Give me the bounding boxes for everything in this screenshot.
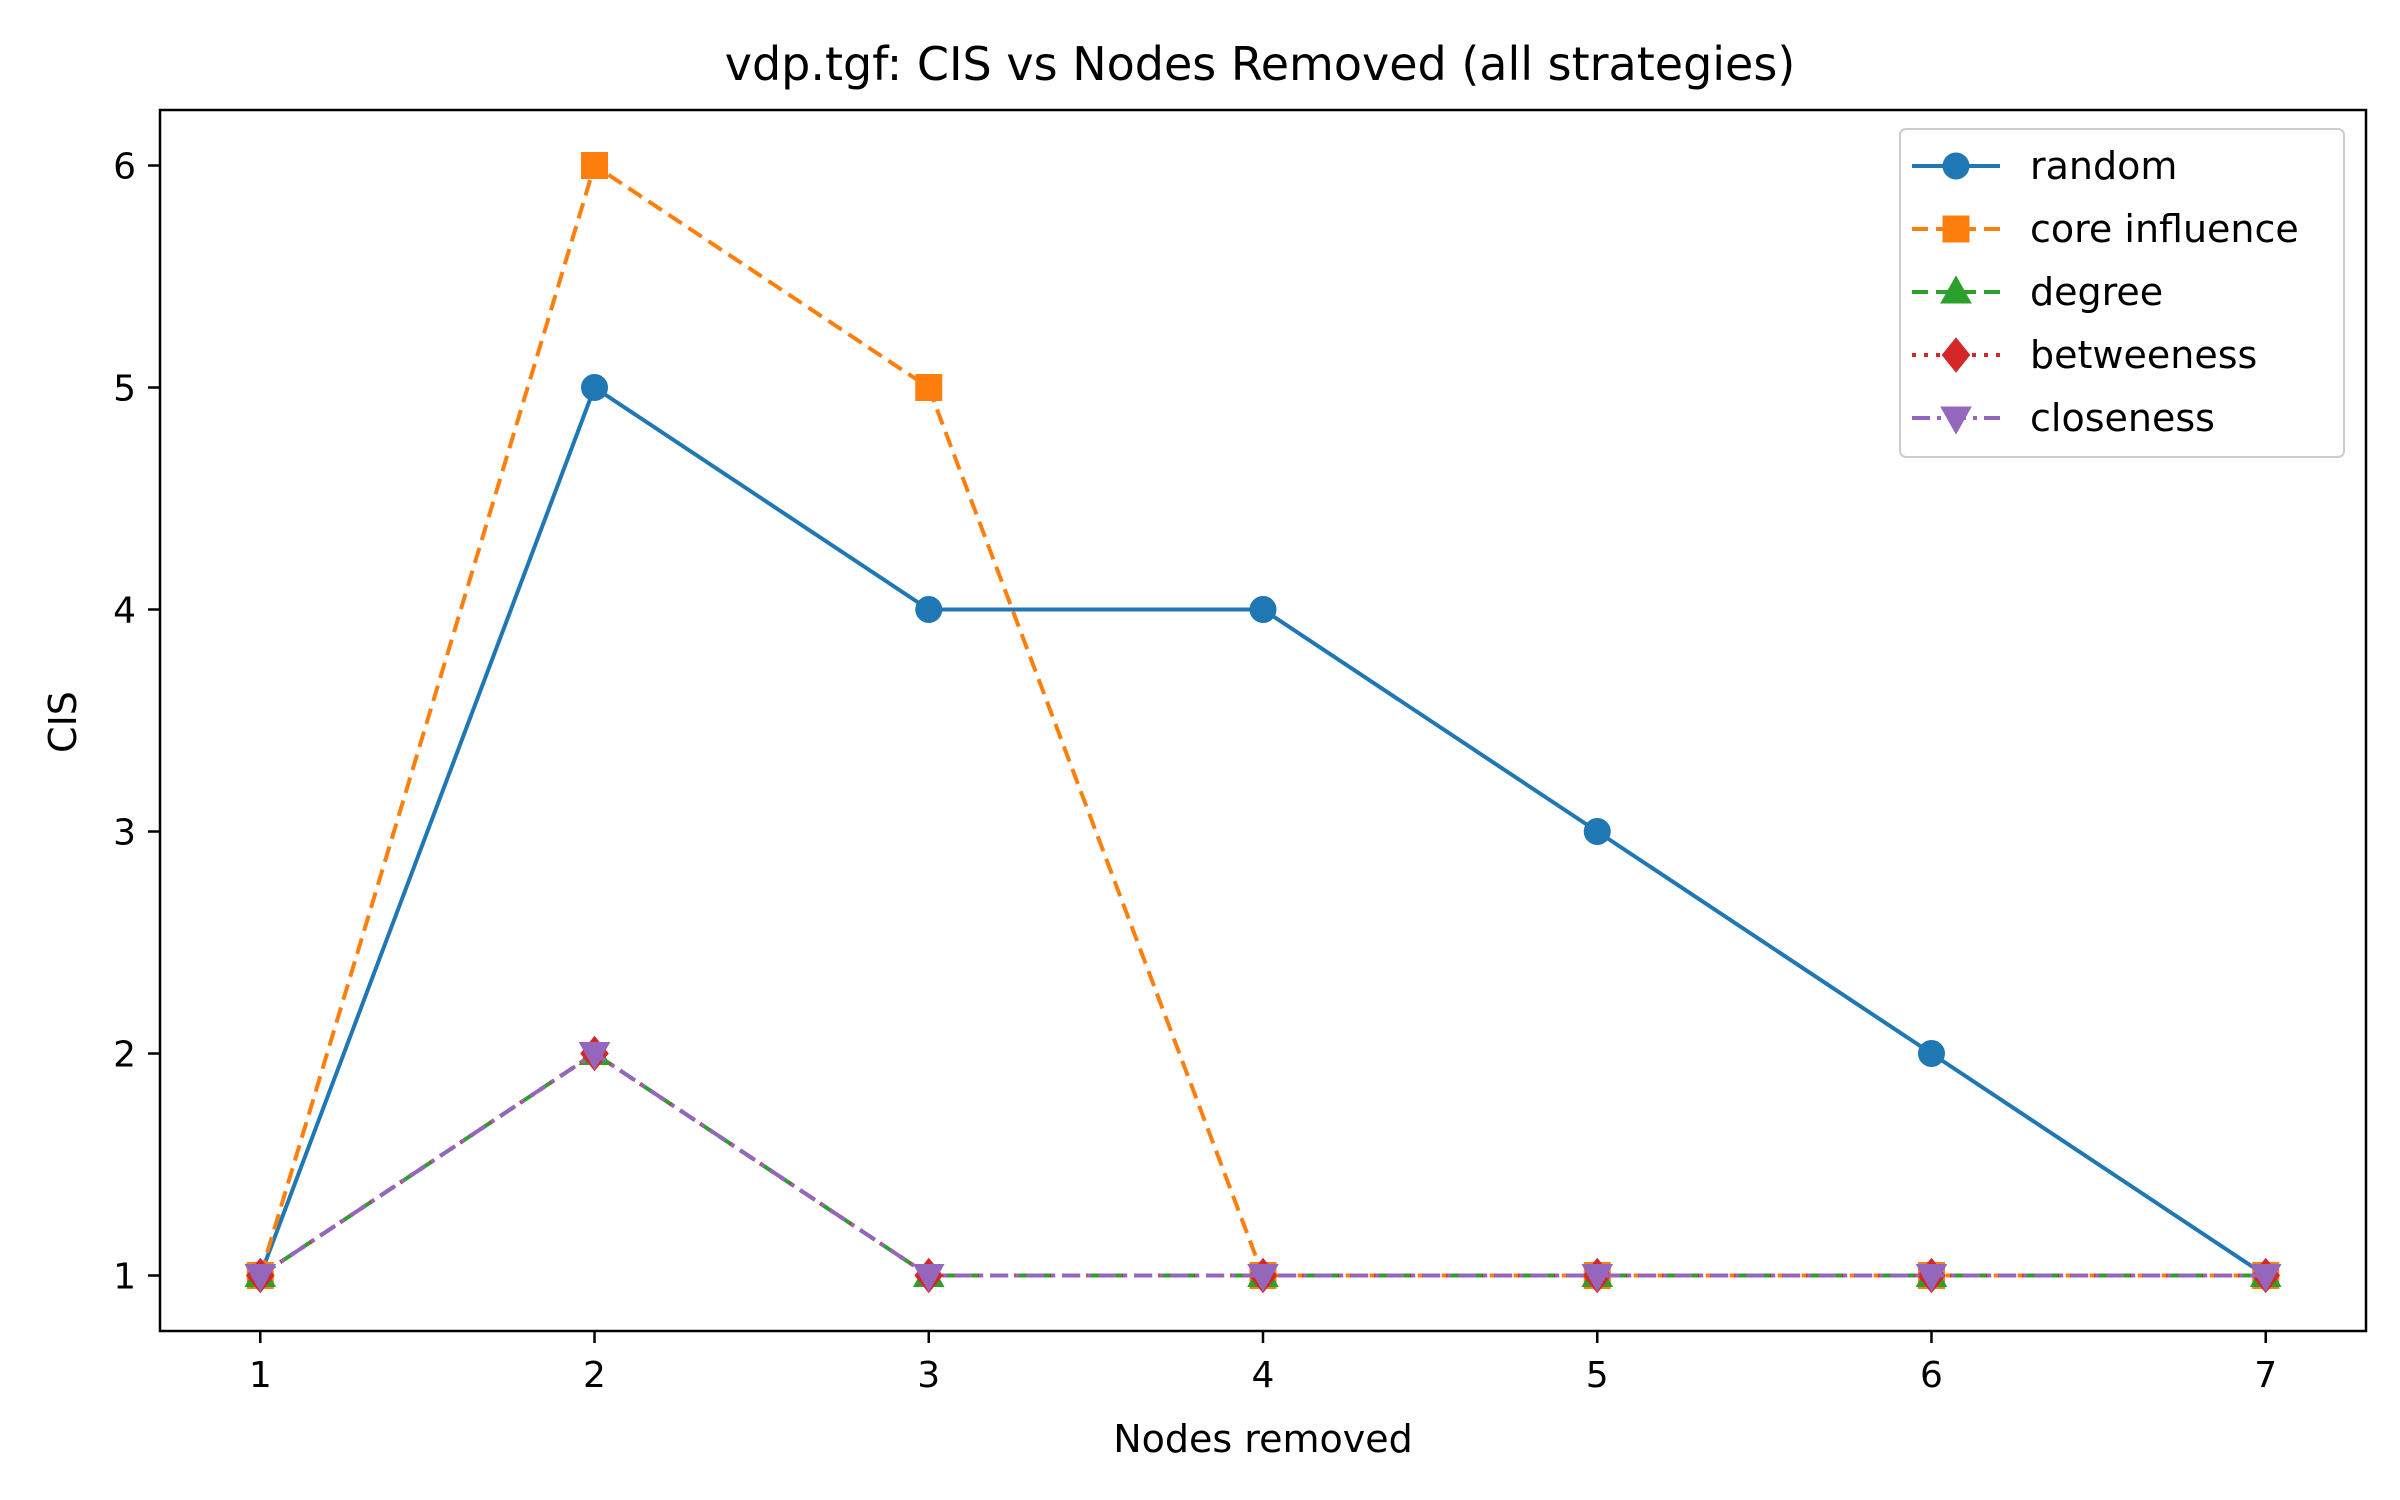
- data-point: [1247, 1263, 1279, 1293]
- series-degree: [244, 1036, 2282, 1288]
- data-point: [1917, 1040, 1945, 1067]
- legend-label: random: [2030, 144, 2177, 188]
- series-line: [258, 385, 2267, 1278]
- x-axis: 1 2 3 4 5 6 7: [249, 1331, 2277, 1396]
- legend-marker: [1941, 337, 1971, 373]
- data-point: [578, 1041, 611, 1071]
- legend-label: betweeness: [2030, 333, 2257, 377]
- y-tick-label: 3: [113, 813, 136, 854]
- x-tick-label: 1: [249, 1355, 272, 1396]
- y-tick-label: 5: [113, 369, 136, 410]
- x-tick-label: 4: [1252, 1355, 1275, 1396]
- y-tick-label: 6: [113, 147, 136, 188]
- data-point: [915, 596, 943, 623]
- legend-item: betweeness: [1912, 333, 2257, 377]
- y-axis-label: CIS: [41, 691, 85, 753]
- legend-marker: [1940, 275, 1972, 304]
- legend: random core influence degree betweeness clos…: [1899, 128, 2345, 458]
- series-layer: [244, 152, 2282, 1294]
- x-tick-label: 6: [1920, 1355, 1943, 1396]
- x-tick-label: 5: [1586, 1355, 1609, 1396]
- series-closeness: [244, 1041, 2282, 1293]
- x-axis-label: Nodes removed: [1113, 1417, 1412, 1461]
- series-random: [246, 374, 2280, 1289]
- legend-marker: [1940, 406, 1972, 435]
- data-point: [1583, 818, 1611, 845]
- y-tick-label: 4: [113, 591, 136, 632]
- series-line: [259, 1051, 2266, 1278]
- data-point: [912, 1263, 945, 1293]
- data-point: [1249, 596, 1277, 623]
- legend-marker: [1942, 152, 1970, 180]
- y-tick-label: 1: [113, 1257, 136, 1298]
- series-line: [259, 1051, 2266, 1278]
- data-point: [2249, 1263, 2282, 1293]
- data-point: [1915, 1263, 1948, 1293]
- legend-item: closeness: [1912, 396, 2215, 440]
- x-tick-label: 3: [917, 1355, 940, 1396]
- data-point: [1581, 1263, 1614, 1293]
- data-point: [244, 1263, 277, 1293]
- x-tick-label: 2: [583, 1355, 606, 1396]
- data-point: [581, 152, 609, 179]
- y-axis: 1 2 3 4 5 6: [113, 147, 160, 1298]
- legend-item: random: [1912, 144, 2177, 188]
- legend-label: closeness: [2030, 396, 2215, 440]
- data-point: [915, 374, 943, 401]
- data-point: [581, 374, 609, 401]
- legend-item: degree: [1912, 270, 2163, 314]
- legend-item: core influence: [1912, 207, 2299, 251]
- legend-box: [1899, 128, 2345, 458]
- series-line: [259, 1051, 2266, 1278]
- y-tick-label: 2: [113, 1035, 136, 1076]
- legend-label: degree: [2030, 270, 2163, 314]
- series-betweeness: [245, 1035, 2281, 1294]
- legend-marker: [1942, 215, 1970, 243]
- chart-title: vdp.tgf: CIS vs Nodes Removed (all strat…: [725, 37, 1796, 91]
- legend-label: core influence: [2030, 207, 2299, 251]
- x-tick-label: 7: [2254, 1355, 2277, 1396]
